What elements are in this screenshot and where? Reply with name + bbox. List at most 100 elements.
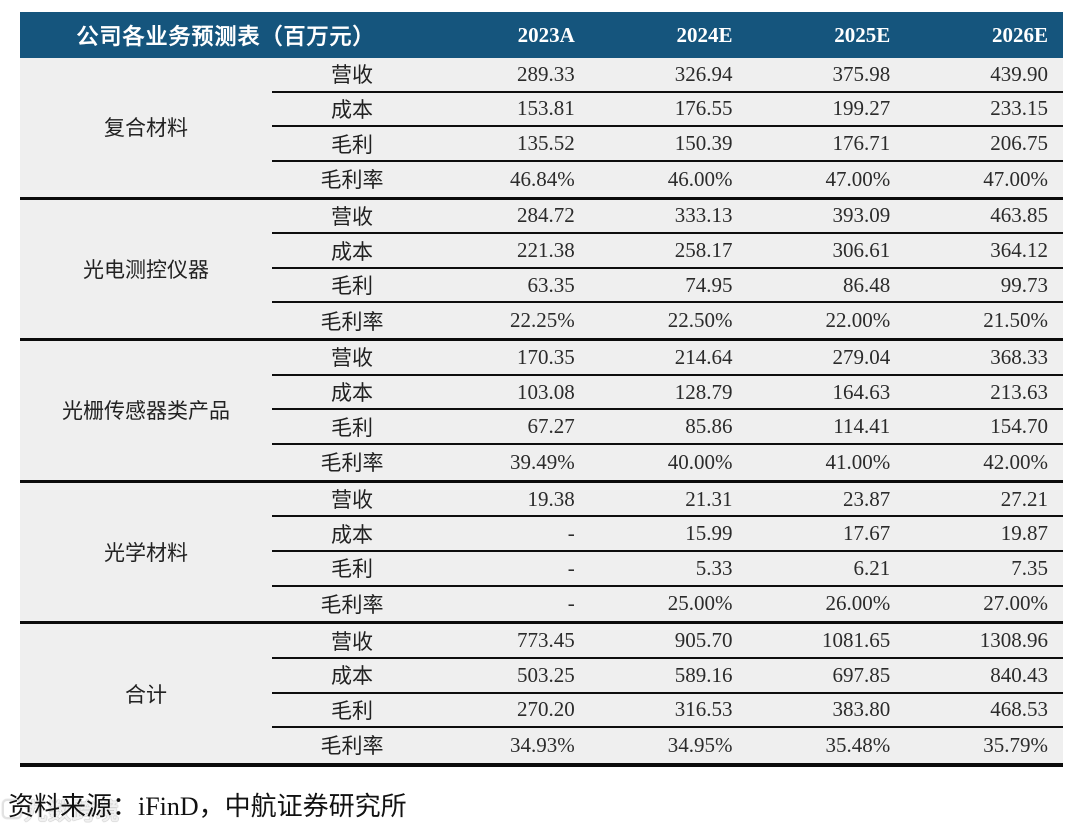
value-cell: 364.12 bbox=[990, 238, 1048, 263]
metric-row: 毛利率 22.25% 22.50% 22.00% 21.50% bbox=[272, 303, 1063, 338]
metric-row: 成本 221.38 258.17 306.61 364.12 bbox=[272, 234, 1063, 269]
value-cell: 164.63 bbox=[832, 379, 891, 404]
metric-row: 毛利 63.35 74.95 86.48 99.73 bbox=[272, 269, 1063, 304]
metric-label: 成本 bbox=[331, 522, 373, 547]
value-cell: 368.33 bbox=[990, 344, 1048, 369]
value-cell: 63.35 bbox=[527, 272, 575, 297]
value-cell: 153.81 bbox=[517, 96, 575, 121]
value-cell: 333.13 bbox=[674, 203, 733, 228]
table-section: 光学材料 营收 19.38 21.31 23.87 27.21 成本 - 15.99 17.67 1… bbox=[20, 483, 1063, 625]
value-cell: 47.00% bbox=[983, 166, 1048, 191]
metric-row: 营收 289.33 326.94 375.98 439.90 bbox=[272, 58, 1063, 93]
value-cell: 22.25% bbox=[510, 308, 575, 333]
value-cell: 21.31 bbox=[685, 486, 733, 511]
metric-row: 营收 19.38 21.31 23.87 27.21 bbox=[272, 483, 1063, 518]
metric-row: 毛利率 - 25.00% 26.00% 27.00% bbox=[272, 587, 1063, 622]
metric-label: 成本 bbox=[331, 664, 373, 689]
table-section: 复合材料 营收 289.33 326.94 375.98 439.90 成本 153.81 17… bbox=[20, 58, 1063, 200]
value-cell: 27.00% bbox=[983, 591, 1048, 616]
metric-label: 营收 bbox=[331, 346, 373, 371]
value-cell: 233.15 bbox=[990, 96, 1048, 121]
value-cell: 176.55 bbox=[674, 96, 733, 121]
year-column-header: 2026E bbox=[991, 22, 1048, 47]
value-cell: 1308.96 bbox=[979, 628, 1048, 653]
value-cell: 27.21 bbox=[1000, 486, 1048, 511]
value-cell: 214.64 bbox=[674, 344, 733, 369]
metric-label: 毛利 bbox=[331, 415, 373, 440]
value-cell: - bbox=[567, 555, 575, 580]
value-cell: 589.16 bbox=[674, 662, 733, 687]
metric-label: 毛利率 bbox=[320, 309, 384, 334]
metric-row: 毛利 - 5.33 6.21 7.35 bbox=[272, 552, 1063, 587]
category-cell: 光栅传感器类产品 bbox=[62, 399, 230, 424]
value-cell: 279.04 bbox=[832, 344, 891, 369]
value-cell: 439.90 bbox=[990, 61, 1048, 86]
value-cell: 23.87 bbox=[843, 486, 891, 511]
value-cell: 697.85 bbox=[832, 662, 891, 687]
metric-row: 成本 153.81 176.55 199.27 233.15 bbox=[272, 93, 1063, 128]
value-cell: 22.50% bbox=[667, 308, 733, 333]
section-rows: 营收 19.38 21.31 23.87 27.21 成本 - 15.99 17.67 19.87… bbox=[272, 483, 1063, 622]
value-cell: 22.00% bbox=[825, 308, 891, 333]
metric-label: 营收 bbox=[331, 488, 373, 512]
section-rows: 营收 289.33 326.94 375.98 439.90 成本 153.81 176.55… bbox=[272, 58, 1063, 197]
metric-row: 成本 103.08 128.79 164.63 213.63 bbox=[272, 376, 1063, 411]
value-cell: 17.67 bbox=[843, 521, 891, 546]
value-cell: 176.71 bbox=[832, 131, 891, 156]
value-cell: 41.00% bbox=[825, 449, 891, 474]
value-cell: 15.99 bbox=[685, 521, 733, 546]
value-cell: 39.49% bbox=[510, 449, 575, 474]
value-cell: 19.87 bbox=[1000, 521, 1048, 546]
value-cell: 213.63 bbox=[990, 379, 1048, 404]
value-cell: 905.70 bbox=[674, 628, 733, 653]
forecast-table: 公司各业务预测表（百万元） 2023A 2024E 2025E 2026E 复合材料营… bbox=[20, 12, 1063, 767]
metric-label: 营收 bbox=[331, 204, 373, 229]
metric-row: 毛利率 34.93% 34.95% 35.48% 35.79% bbox=[272, 728, 1063, 763]
value-cell: 221.38 bbox=[517, 238, 575, 263]
value-cell: 19.38 bbox=[527, 486, 575, 511]
value-cell: 258.17 bbox=[674, 238, 733, 263]
section-rows: 营收 170.35 214.64 279.04 368.33 成本 103.08 128.79… bbox=[272, 341, 1063, 480]
value-cell: 34.93% bbox=[510, 732, 575, 757]
metric-label: 营收 bbox=[331, 629, 373, 654]
metric-row: 毛利 67.27 85.86 114.41 154.70 bbox=[272, 410, 1063, 446]
table-header-row: 公司各业务预测表（百万元） 2023A 2024E 2025E 2026E bbox=[20, 12, 1063, 58]
metric-label: 毛利 bbox=[331, 698, 373, 723]
value-cell: - bbox=[567, 521, 575, 546]
category-cell: 合计 bbox=[125, 682, 167, 707]
category-cell: 复合材料 bbox=[104, 116, 188, 141]
value-cell: 6.21 bbox=[853, 555, 891, 580]
metric-label: 成本 bbox=[331, 381, 373, 406]
value-cell: 47.00% bbox=[825, 166, 891, 191]
metric-label: 成本 bbox=[331, 239, 373, 264]
value-cell: 284.72 bbox=[517, 203, 575, 228]
value-cell: 170.35 bbox=[517, 344, 575, 369]
value-cell: 1081.65 bbox=[822, 628, 891, 653]
metric-label: 毛利 bbox=[331, 274, 373, 299]
value-cell: 326.94 bbox=[674, 61, 733, 86]
table-section: 光电测控仪器 营收 284.72 333.13 393.09 463.85 成本 221.38… bbox=[20, 200, 1063, 342]
value-cell: 99.73 bbox=[1000, 272, 1048, 297]
section-rows: 营收 773.45 905.70 1081.65 1308.96 成本 503.25 589.… bbox=[272, 624, 1063, 763]
value-cell: 393.09 bbox=[832, 203, 891, 228]
metric-row: 营收 773.45 905.70 1081.65 1308.96 bbox=[272, 624, 1063, 659]
metric-label: 毛利率 bbox=[320, 168, 384, 193]
value-cell: 5.33 bbox=[695, 555, 733, 580]
value-cell: 85.86 bbox=[685, 414, 733, 439]
metric-label: 营收 bbox=[331, 63, 373, 88]
value-cell: 42.00% bbox=[983, 449, 1048, 474]
table-body: 复合材料 营收 289.33 326.94 375.98 439.90 成本 153.81 17… bbox=[20, 58, 1063, 767]
value-cell: 26.00% bbox=[825, 591, 891, 616]
value-cell: 199.27 bbox=[832, 96, 891, 121]
value-cell: 375.98 bbox=[832, 61, 891, 86]
value-cell: 306.61 bbox=[832, 238, 891, 263]
value-cell: 135.52 bbox=[517, 131, 575, 156]
year-column-header: 2024E bbox=[676, 22, 733, 47]
year-column-header: 2025E bbox=[834, 22, 891, 47]
value-cell: 86.48 bbox=[843, 272, 891, 297]
value-cell: 206.75 bbox=[990, 131, 1048, 156]
value-cell: 316.53 bbox=[674, 697, 733, 722]
source-note: 资料来源：iFinD，中航证券研究所 bbox=[8, 792, 407, 821]
value-cell: 7.35 bbox=[1011, 555, 1048, 580]
